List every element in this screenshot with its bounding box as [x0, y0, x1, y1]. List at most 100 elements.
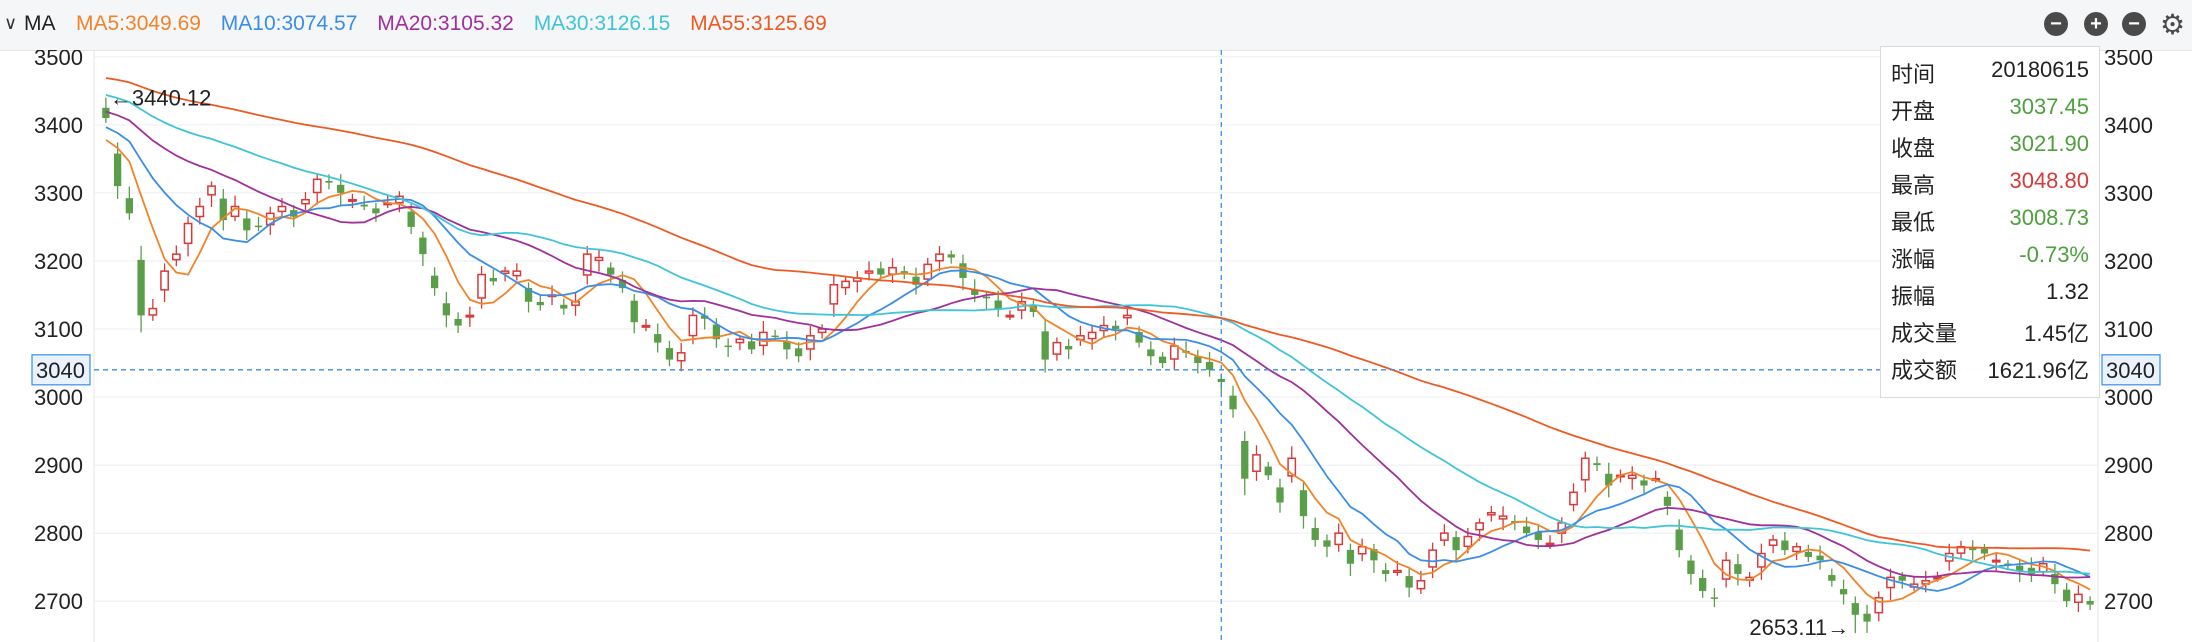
candle-body-up — [1287, 457, 1297, 477]
candle-body-down — [430, 275, 439, 289]
candle-body-down — [372, 208, 380, 214]
candle-body-up — [348, 198, 357, 202]
candle-body-down — [618, 279, 627, 289]
candle-body-down — [947, 254, 955, 258]
candle-body-down — [1158, 356, 1167, 364]
candle-body-down — [1229, 395, 1237, 410]
candle-body-down — [1828, 575, 1836, 581]
candle-body-down — [125, 198, 133, 214]
minus-circle-icon[interactable]: − — [2044, 12, 2068, 36]
candle-body-up — [1486, 511, 1496, 516]
candle-body-up — [735, 338, 745, 344]
candle-body-down — [654, 334, 662, 343]
candle-body-up — [477, 273, 486, 299]
y-tick-label-left: 3400 — [34, 113, 83, 138]
candle-body-down — [419, 237, 427, 255]
candle-body-up — [1416, 580, 1426, 590]
candle-body-down — [1205, 361, 1214, 370]
ma20-label: MA20:3105.32 — [377, 12, 514, 35]
candle-body-up — [935, 253, 944, 262]
candle-body-up — [888, 266, 897, 275]
ma55-label: MA55:3125.69 — [690, 12, 827, 35]
candle-body-down — [1276, 487, 1284, 503]
candle-body-up — [183, 222, 193, 245]
indicator-name: MA — [24, 12, 56, 35]
candle-body-down — [1781, 540, 1789, 551]
y-tick-label-right: 3000 — [2104, 385, 2153, 410]
candle-body-up — [2073, 593, 2083, 604]
tooltip-row-amplitude: 振幅 1.32 — [1891, 279, 2089, 309]
ma55-line — [105, 77, 2091, 552]
candle-body-down — [1804, 551, 1812, 557]
candle-body-up — [582, 253, 592, 276]
candle-body-down — [1593, 463, 1601, 466]
candle-body-down — [1816, 555, 1824, 561]
candle-body-up — [512, 270, 522, 277]
y-tick-label-right: 3200 — [2104, 249, 2153, 274]
candle-body-down — [360, 204, 368, 207]
candle-body-down — [665, 348, 674, 360]
candle-body-up — [688, 314, 698, 337]
ma-legend: MA5:3049.69 MA10:3074.57 MA20:3105.32 MA… — [76, 12, 841, 36]
candle-body-down — [712, 324, 721, 340]
candle-body-up — [1169, 345, 1179, 360]
candle-body-up — [1428, 549, 1438, 568]
candle-body-down — [1710, 597, 1719, 599]
candle-body-down — [337, 184, 345, 193]
candle-body-up — [1545, 542, 1555, 546]
gear-icon[interactable]: ⚙ — [2160, 9, 2186, 40]
candle-body-down — [1640, 480, 1648, 486]
candle-body-up — [1721, 559, 1731, 580]
candle-body-down — [454, 318, 462, 326]
candle-body-down — [1699, 577, 1707, 591]
candle-body-down — [1323, 540, 1331, 547]
candle-body-down — [2016, 565, 2024, 571]
candle-body-up — [160, 270, 169, 291]
candle-body-down — [771, 335, 779, 338]
candle-body-up — [1874, 597, 1884, 614]
candle-body-down — [1734, 564, 1742, 574]
max-value-label: ←3440.12 — [110, 86, 212, 111]
y-tick-label-right: 3100 — [2104, 317, 2153, 342]
candle-body-down — [1241, 440, 1249, 479]
candle-body-down — [1217, 378, 1225, 383]
plus-circle-icon[interactable]: + — [2084, 12, 2108, 36]
candle-body-up — [641, 324, 651, 328]
candle-body-up — [1569, 491, 1578, 506]
candle-body-down — [912, 276, 920, 285]
candle-body-up — [1463, 535, 1473, 548]
y-tick-label-left: 2700 — [34, 589, 83, 614]
y-tick-label-right: 3300 — [2104, 181, 2153, 206]
candle-body-up — [1087, 331, 1097, 340]
y-tick-label-right: 2800 — [2104, 521, 2153, 546]
tooltip-row-turnover: 成交额 1621.96亿 — [1891, 358, 2089, 383]
y-tick-label-left: 3200 — [34, 249, 83, 274]
chevron-down-icon[interactable]: ∨ — [4, 13, 18, 33]
candle-body-up — [1439, 532, 1449, 541]
crosshair-value-left: 3040 — [36, 358, 85, 383]
candle-body-down — [524, 287, 533, 302]
candle-body-down — [219, 198, 227, 221]
candle-body-down — [102, 107, 110, 119]
ma20-line — [105, 110, 2091, 579]
candle-body-down — [1111, 325, 1120, 329]
ma10-line — [105, 126, 2091, 592]
candle-body-down — [701, 315, 709, 319]
candle-body-down — [1687, 560, 1695, 574]
candle-body-down — [747, 341, 756, 350]
candle-body-up — [1005, 314, 1015, 318]
crosshair-value-right-box — [2101, 354, 2161, 386]
candle-body-down — [536, 301, 544, 306]
remove-circle-icon[interactable]: − — [2122, 12, 2146, 36]
ma5-label: MA5:3049.69 — [76, 12, 201, 35]
candle-body-up — [301, 198, 310, 205]
candle-body-down — [1346, 549, 1355, 564]
candle-body-up — [1886, 576, 1895, 589]
y-tick-label-left: 3100 — [34, 317, 83, 342]
min-value-label: 2653.11→ — [1749, 615, 1849, 640]
candle-body-down — [1029, 305, 1038, 312]
tooltip-row-low: 最低 3008.73 — [1891, 205, 2089, 235]
kline-chart[interactable]: 3500 3500 3400 3400 3300 3300 3200 3200 3100 3100… — [0, 50, 2192, 642]
candle-body-up — [1498, 515, 1508, 520]
y-tick-label-left: 2800 — [34, 521, 83, 546]
